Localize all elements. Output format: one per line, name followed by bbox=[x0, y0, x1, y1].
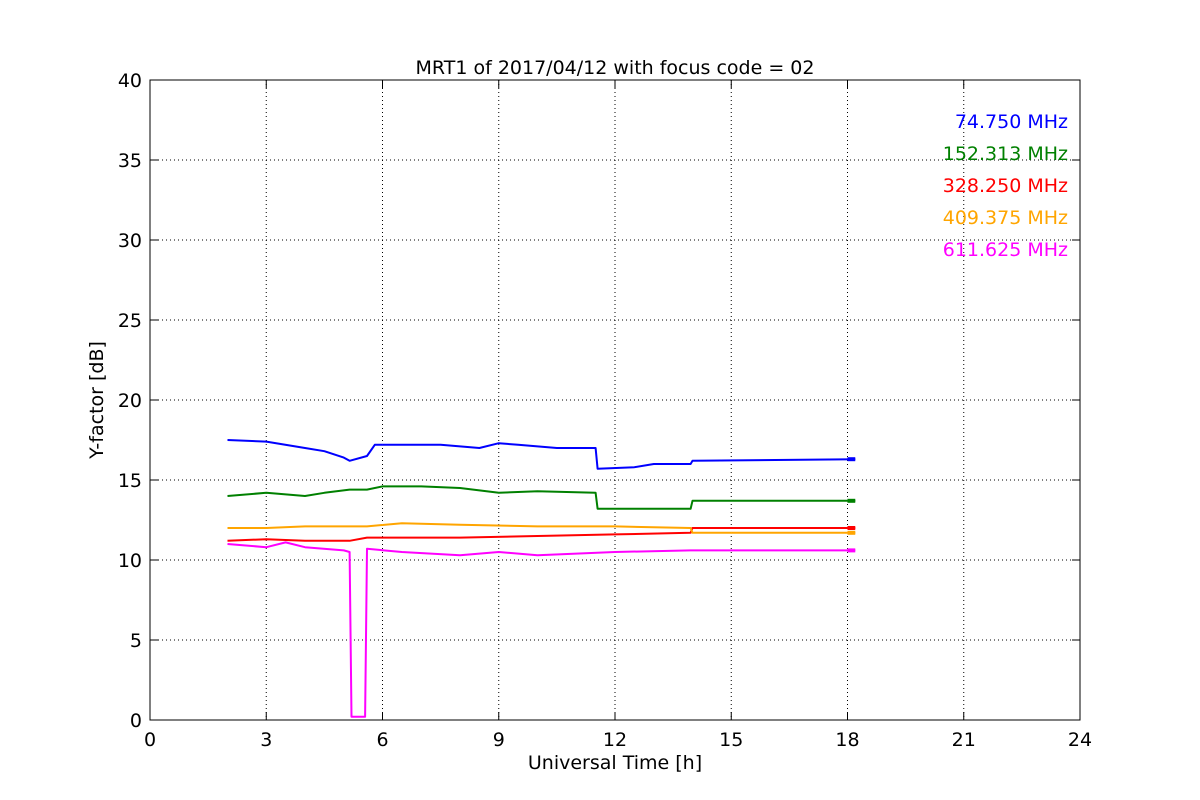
x-tick-label: 18 bbox=[835, 729, 859, 751]
legend-entry-4: 409.375 MHz bbox=[943, 207, 1068, 229]
series-line-4 bbox=[227, 522, 856, 534]
series-line-2 bbox=[227, 485, 856, 510]
legend-entry-2: 152.313 MHz bbox=[943, 143, 1068, 165]
legend-entry-5: 611.625 MHz bbox=[943, 239, 1068, 261]
x-tick-label: 24 bbox=[1068, 729, 1092, 751]
y-tick-label: 10 bbox=[118, 550, 142, 572]
x-tick-label: 12 bbox=[603, 729, 627, 751]
series-lines bbox=[227, 439, 856, 718]
x-tick-label: 6 bbox=[376, 729, 388, 751]
x-tick-label: 21 bbox=[952, 729, 976, 751]
y-axis-label: Y-factor [dB] bbox=[86, 341, 108, 460]
y-tick-label: 20 bbox=[118, 390, 142, 412]
y-tick-label: 15 bbox=[118, 470, 142, 492]
x-tick-label: 15 bbox=[719, 729, 743, 751]
series-line-1 bbox=[227, 439, 856, 470]
legend-entry-1: 74.750 MHz bbox=[955, 111, 1068, 133]
y-tick-label: 25 bbox=[118, 310, 142, 332]
y-tick-label: 5 bbox=[130, 630, 142, 652]
legend-entry-3: 328.250 MHz bbox=[943, 175, 1068, 197]
x-axis-label: Universal Time [h] bbox=[528, 752, 702, 774]
y-tick-label: 0 bbox=[130, 710, 142, 732]
y-tick-label: 30 bbox=[118, 230, 142, 252]
axis-ticks: 0 3 6 9 12 15 18 21 24 0 5 10 15 20 25 30 35 40 bbox=[118, 70, 1092, 751]
grid-lines bbox=[150, 80, 1080, 720]
legend: 74.750 MHz 152.313 MHz 328.250 MHz 409.375 … bbox=[943, 111, 1068, 261]
x-tick-label: 3 bbox=[260, 729, 272, 751]
y-tick-label: 40 bbox=[118, 70, 142, 92]
chart-title: MRT1 of 2017/04/12 with focus code = 02 bbox=[416, 57, 815, 79]
series-line-3 bbox=[227, 527, 856, 542]
x-tick-label: 0 bbox=[144, 729, 156, 751]
x-tick-label: 9 bbox=[493, 729, 505, 751]
y-tick-label: 35 bbox=[118, 150, 142, 172]
series-line-5 bbox=[227, 541, 856, 718]
